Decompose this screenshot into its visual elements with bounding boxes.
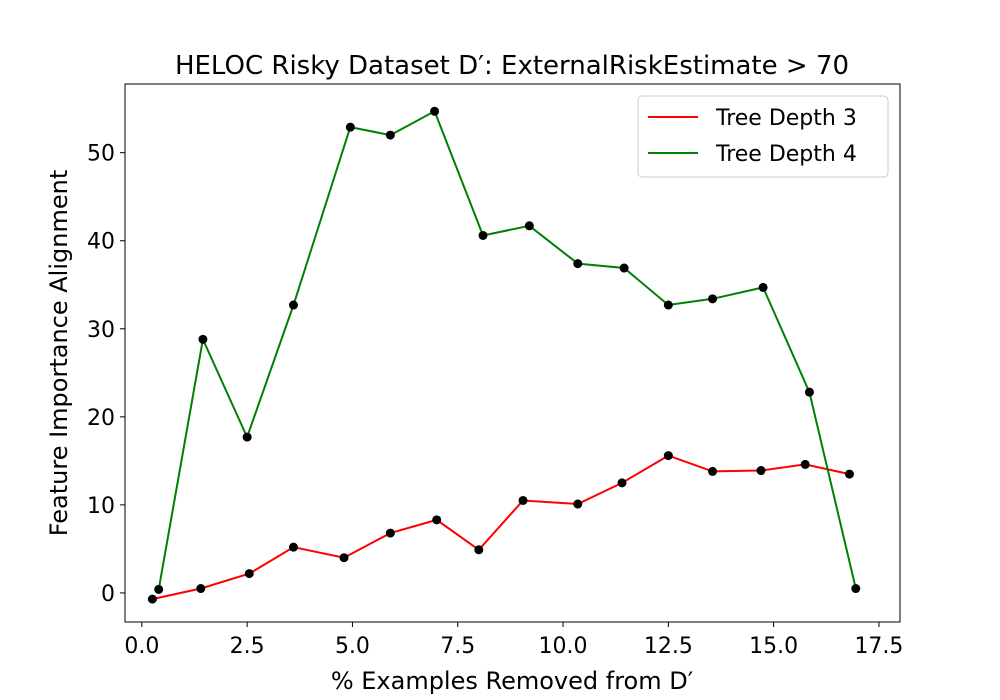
- x-axis-ticks: 0.0 2.5 5.0 7.5 10.0 12.5 15.0 17.5: [124, 622, 903, 659]
- x-axis-title: % Examples Removed from D′: [331, 667, 693, 695]
- series-line-tree-depth-3: [152, 454, 850, 601]
- data-point-tree-depth-3: [244, 569, 254, 579]
- data-point-tree-depth-3: [196, 584, 206, 594]
- data-point-tree-depth-3: [432, 515, 442, 525]
- data-point-tree-depth-3: [474, 545, 484, 555]
- x-tick-label: 17.5: [854, 634, 903, 659]
- data-point-tree-depth-4: [242, 432, 252, 442]
- data-point-tree-depth-4: [478, 230, 488, 240]
- data-point-tree-depth-4: [758, 282, 768, 292]
- legend-label-tree-depth-3: Tree Depth 3: [715, 106, 857, 131]
- plot-area-frame: [124, 83, 901, 623]
- y-tick-label: 30: [87, 318, 115, 343]
- x-tick-label: 5.0: [335, 634, 370, 659]
- data-point-tree-depth-3: [756, 466, 766, 476]
- x-tick-label: 2.5: [230, 634, 265, 659]
- y-tick-label: 10: [87, 494, 115, 519]
- data-point-tree-depth-4: [345, 122, 355, 132]
- data-point-tree-depth-3: [800, 459, 810, 469]
- series-points: [147, 106, 861, 604]
- data-point-tree-depth-3: [708, 466, 718, 476]
- data-point-tree-depth-4: [288, 300, 298, 310]
- data-point-tree-depth-3: [385, 528, 395, 538]
- data-point-tree-depth-3: [339, 553, 349, 563]
- legend: Tree Depth 3 Tree Depth 4: [637, 95, 889, 178]
- x-tick-label: 0.0: [124, 634, 159, 659]
- data-point-tree-depth-3: [663, 451, 673, 461]
- data-point-tree-depth-3: [288, 542, 298, 552]
- data-point-tree-depth-3: [573, 499, 583, 509]
- data-point-tree-depth-3: [147, 594, 157, 604]
- data-point-tree-depth-4: [708, 294, 718, 304]
- data-point-tree-depth-4: [663, 300, 673, 310]
- x-tick-label: 7.5: [440, 634, 475, 659]
- legend-box: [637, 95, 889, 178]
- data-point-tree-depth-3: [518, 495, 528, 505]
- y-tick-label: 20: [87, 406, 115, 431]
- data-point-tree-depth-4: [524, 221, 534, 231]
- data-point-tree-depth-4: [804, 387, 814, 397]
- x-tick-label: 12.5: [644, 634, 693, 659]
- y-tick-label: 40: [87, 230, 115, 255]
- chart-title: HELOC Risky Dataset D′: ExternalRiskEsti…: [175, 51, 849, 81]
- x-tick-label: 10.0: [539, 634, 588, 659]
- data-point-tree-depth-4: [198, 334, 208, 344]
- data-point-tree-depth-4: [154, 584, 164, 594]
- data-point-tree-depth-3: [844, 469, 854, 479]
- y-axis-title: Feature Importance Alignment: [45, 170, 73, 536]
- data-point-tree-depth-4: [851, 584, 861, 594]
- data-point-tree-depth-4: [573, 259, 583, 269]
- data-point-tree-depth-4: [385, 130, 395, 140]
- y-tick-label: 50: [87, 142, 115, 167]
- data-point-tree-depth-4: [430, 106, 440, 116]
- data-point-tree-depth-3: [617, 478, 627, 488]
- y-tick-label: 0: [101, 582, 115, 607]
- data-point-tree-depth-4: [619, 263, 629, 273]
- x-tick-label: 15.0: [749, 634, 798, 659]
- legend-label-tree-depth-4: Tree Depth 4: [715, 142, 857, 167]
- y-axis-ticks: 0 10 20 30 40 50: [87, 142, 125, 607]
- series-lines: [152, 109, 857, 601]
- series-line-tree-depth-4: [157, 109, 857, 590]
